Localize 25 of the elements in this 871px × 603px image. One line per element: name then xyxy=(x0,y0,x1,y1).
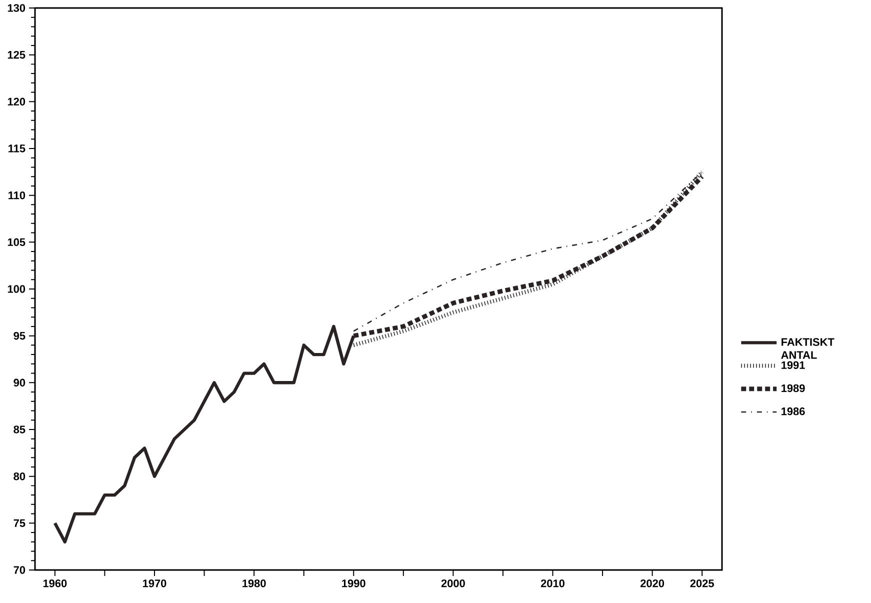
x-tick-label: 1990 xyxy=(342,579,366,588)
y-tick-label: 120 xyxy=(8,98,26,106)
y-tick-label: 95 xyxy=(14,332,26,340)
y-tick-label: 90 xyxy=(14,378,26,387)
y-tick-label: 75 xyxy=(14,519,26,527)
x-tick-label: 1960 xyxy=(43,579,67,588)
x-tick-label: 1980 xyxy=(242,579,266,588)
y-tick-label: 70 xyxy=(14,566,26,574)
x-tick-label: 2010 xyxy=(540,579,564,588)
y-tick-label: 105 xyxy=(8,238,26,246)
legend-label: 1989 xyxy=(782,384,805,392)
x-tick-label: 1970 xyxy=(142,579,166,588)
x-tick-label: 2000 xyxy=(441,579,465,588)
y-tick-label: 125 xyxy=(8,50,26,59)
y-tick-label: 80 xyxy=(14,472,26,480)
x-tick-label: 2025 xyxy=(690,579,714,588)
legend-label: 1991 xyxy=(782,361,805,369)
y-tick-label: 130 xyxy=(8,4,26,12)
y-tick-label: 100 xyxy=(8,285,26,293)
y-tick-label: 110 xyxy=(8,191,26,200)
x-tick-label: 2020 xyxy=(640,579,664,588)
legend-label: FAKTISKT ANTAL xyxy=(781,338,834,359)
legend-label: 1986 xyxy=(782,407,805,416)
y-tick-label: 115 xyxy=(8,144,26,152)
y-tick-label: 85 xyxy=(14,426,26,434)
